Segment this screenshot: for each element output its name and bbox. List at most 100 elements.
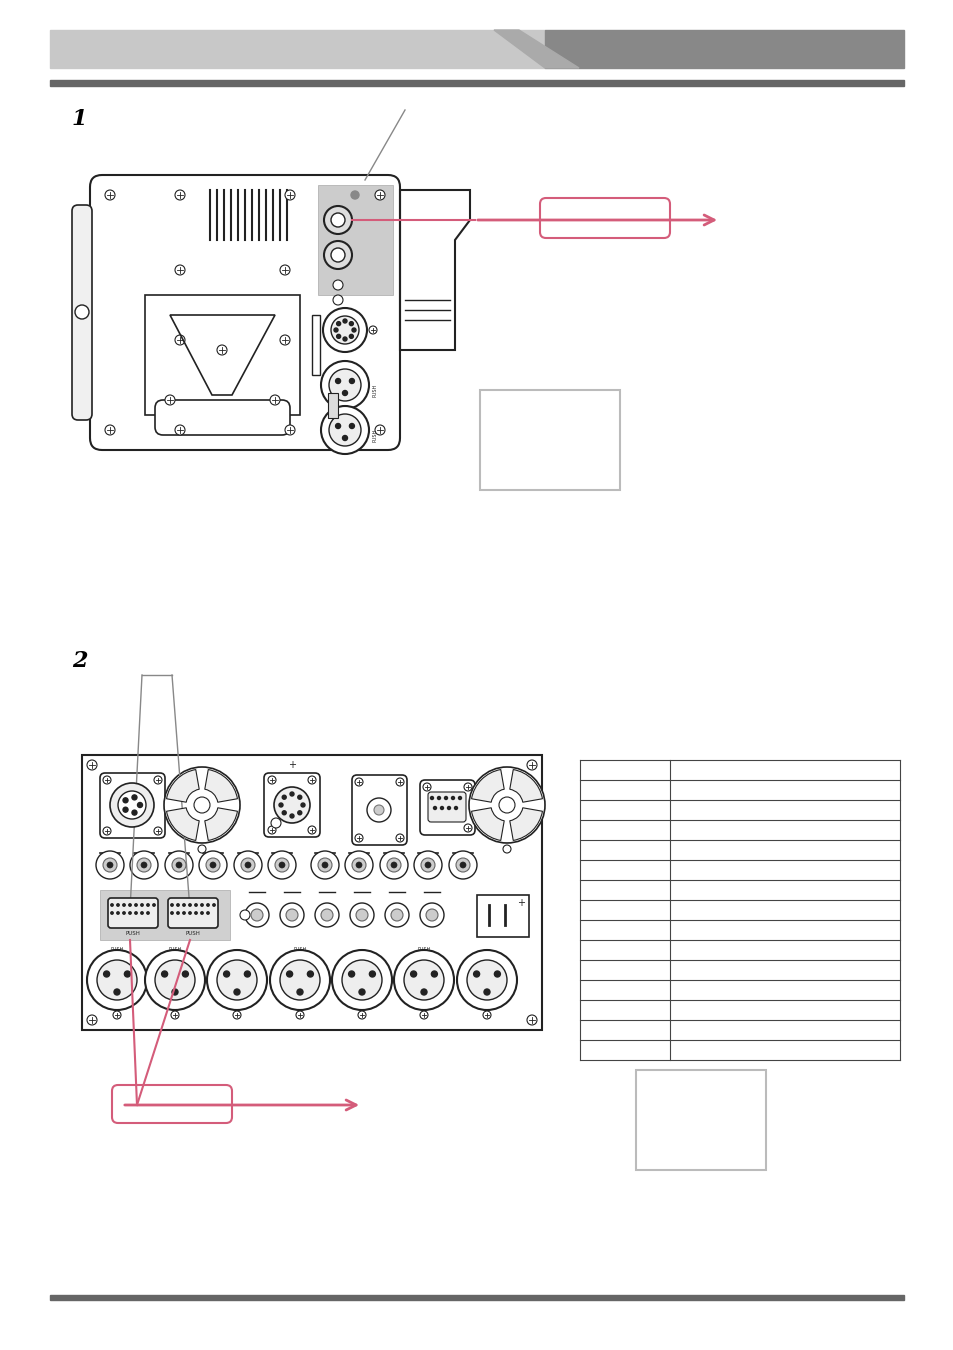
Circle shape (348, 971, 355, 977)
Circle shape (394, 950, 454, 1010)
Wedge shape (167, 807, 199, 841)
Circle shape (175, 863, 182, 868)
Circle shape (502, 845, 511, 853)
Text: +: + (517, 898, 524, 909)
Circle shape (103, 859, 117, 872)
Circle shape (278, 863, 285, 868)
Circle shape (200, 911, 203, 914)
Circle shape (213, 903, 215, 906)
Circle shape (116, 911, 119, 914)
Circle shape (334, 328, 337, 332)
Circle shape (216, 960, 256, 1000)
Circle shape (414, 850, 441, 879)
Circle shape (174, 190, 185, 200)
Polygon shape (494, 30, 578, 68)
Bar (479, 390, 619, 490)
Circle shape (193, 796, 210, 813)
Circle shape (286, 971, 293, 977)
Circle shape (335, 378, 340, 383)
Circle shape (395, 778, 403, 786)
Bar (145, 296, 299, 414)
Circle shape (274, 859, 289, 872)
Circle shape (387, 859, 400, 872)
Circle shape (123, 911, 125, 914)
Circle shape (123, 903, 125, 906)
Bar (100, 890, 230, 940)
Circle shape (123, 798, 128, 803)
Circle shape (141, 903, 143, 906)
Circle shape (245, 903, 269, 927)
Circle shape (172, 990, 178, 995)
Circle shape (268, 826, 275, 834)
Circle shape (134, 911, 137, 914)
Circle shape (132, 795, 137, 801)
Wedge shape (509, 807, 542, 841)
Text: PUSH: PUSH (186, 931, 200, 936)
Circle shape (105, 190, 115, 200)
Circle shape (270, 950, 330, 1010)
Circle shape (280, 960, 319, 1000)
Circle shape (171, 903, 173, 906)
Circle shape (332, 950, 392, 1010)
Circle shape (440, 806, 443, 810)
Circle shape (343, 338, 347, 342)
FancyBboxPatch shape (428, 792, 465, 822)
Circle shape (526, 760, 537, 770)
Circle shape (97, 960, 137, 1000)
Circle shape (210, 863, 215, 868)
Wedge shape (471, 807, 504, 841)
Circle shape (456, 859, 470, 872)
Circle shape (268, 850, 295, 879)
Circle shape (419, 1011, 428, 1019)
Circle shape (129, 903, 132, 906)
Circle shape (437, 796, 440, 799)
Wedge shape (205, 769, 237, 802)
Circle shape (280, 335, 290, 346)
FancyBboxPatch shape (264, 774, 319, 837)
Circle shape (141, 863, 147, 868)
Circle shape (498, 796, 515, 813)
Circle shape (153, 828, 162, 836)
Circle shape (419, 903, 443, 927)
Circle shape (118, 791, 146, 819)
Circle shape (349, 378, 355, 383)
Circle shape (153, 776, 162, 784)
Circle shape (349, 321, 353, 325)
Circle shape (251, 909, 263, 921)
Circle shape (473, 971, 479, 977)
FancyBboxPatch shape (112, 1085, 232, 1123)
Circle shape (391, 863, 396, 868)
Circle shape (103, 828, 111, 836)
Text: PUSH: PUSH (111, 946, 124, 952)
Circle shape (469, 767, 544, 842)
Circle shape (367, 798, 391, 822)
Circle shape (240, 910, 250, 919)
Circle shape (336, 335, 340, 339)
Circle shape (375, 190, 385, 200)
Circle shape (130, 850, 158, 879)
Circle shape (176, 911, 179, 914)
Circle shape (526, 1015, 537, 1025)
Circle shape (152, 903, 155, 906)
Circle shape (355, 863, 361, 868)
Circle shape (385, 903, 409, 927)
Circle shape (285, 425, 294, 435)
Circle shape (336, 321, 340, 325)
Circle shape (207, 903, 209, 906)
Circle shape (285, 190, 294, 200)
Circle shape (182, 971, 188, 977)
Circle shape (103, 776, 111, 784)
Circle shape (198, 845, 206, 853)
FancyBboxPatch shape (90, 176, 399, 450)
Circle shape (342, 390, 347, 396)
Circle shape (147, 903, 149, 906)
FancyBboxPatch shape (154, 400, 290, 435)
Circle shape (296, 990, 303, 995)
Text: PUSH: PUSH (416, 946, 430, 952)
Circle shape (424, 863, 431, 868)
Circle shape (268, 776, 275, 784)
Circle shape (449, 850, 476, 879)
Circle shape (335, 424, 340, 428)
Circle shape (341, 960, 381, 1000)
Circle shape (329, 369, 360, 401)
